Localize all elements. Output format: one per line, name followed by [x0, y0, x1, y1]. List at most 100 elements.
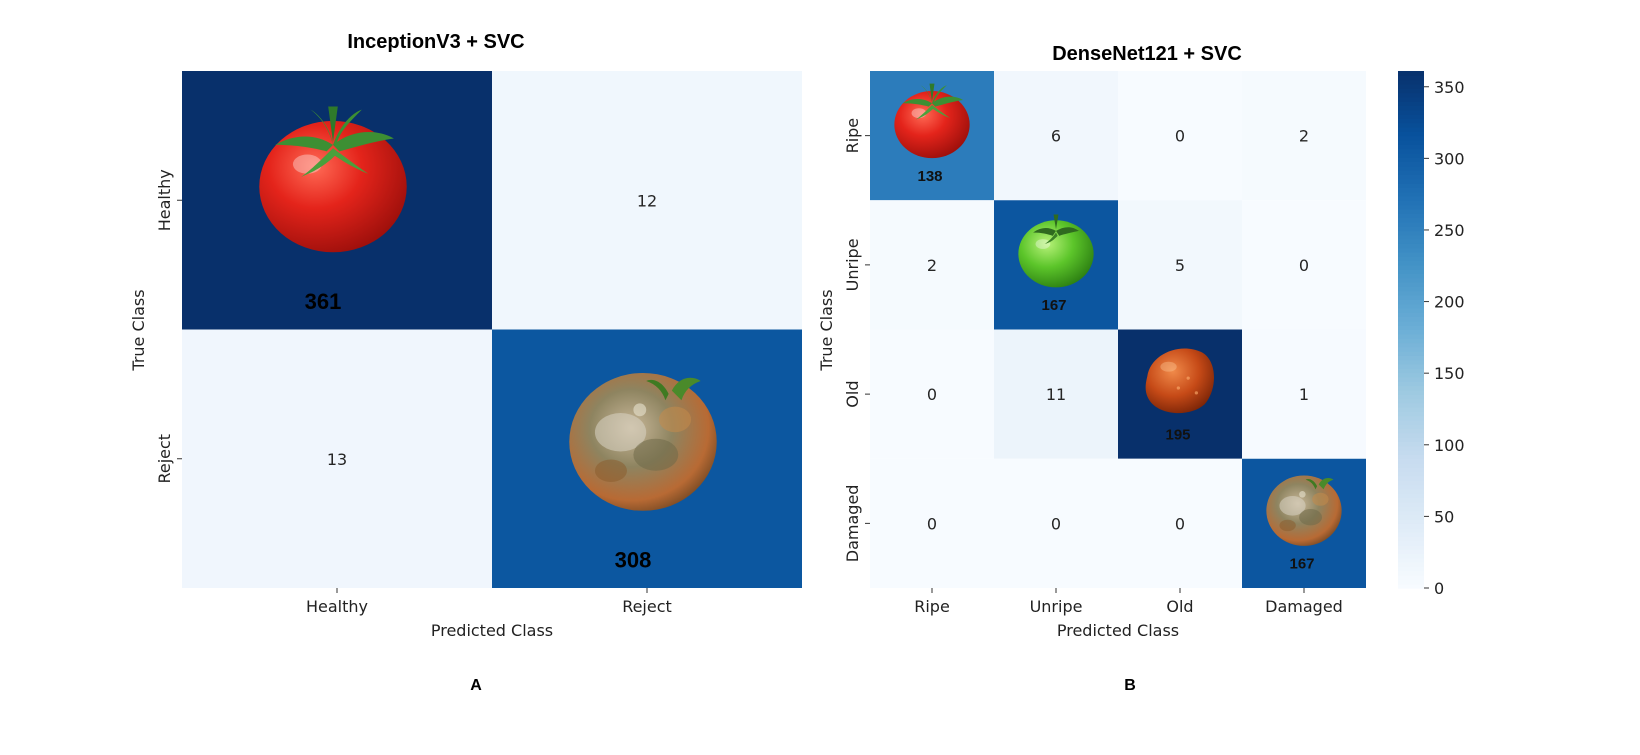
colorbar-segment	[1398, 226, 1424, 232]
colorbar-segment	[1398, 221, 1424, 227]
colorbar-segment	[1398, 359, 1424, 365]
panel-b-x-axis-label: Predicted Class	[1057, 621, 1179, 640]
colorbar-segment	[1398, 273, 1424, 279]
colorbar-segment	[1398, 389, 1424, 395]
colorbar-segment	[1398, 566, 1424, 572]
colorbar-segment	[1398, 488, 1424, 494]
y-tick-label: Old	[843, 381, 862, 408]
panel-b-y-axis-label: True Class	[817, 289, 836, 371]
colorbar-segment	[1398, 398, 1424, 404]
x-tick-label: Damaged	[1265, 597, 1343, 616]
colorbar-segment	[1398, 570, 1424, 576]
colorbar-segment	[1398, 562, 1424, 568]
colorbar-segment	[1398, 269, 1424, 275]
panel-a-heatmap: 361 12 13 308	[182, 71, 802, 588]
cell-value: 11	[1046, 385, 1066, 404]
panel-a: InceptionV3 + SVC 361 12 13 308 Healthy Reje…	[129, 31, 802, 694]
colorbar-segment	[1398, 342, 1424, 348]
heatmap-cell	[1242, 200, 1366, 330]
panel-a-letter: A	[470, 677, 482, 694]
colorbar-segment	[1398, 165, 1424, 171]
colorbar-segment	[1398, 333, 1424, 339]
cell-value: 13	[327, 450, 347, 469]
colorbar-segment	[1398, 419, 1424, 425]
colorbar-segment	[1398, 183, 1424, 188]
colorbar-segment	[1398, 437, 1424, 443]
cell-value: 195	[1165, 426, 1190, 443]
colorbar-segment	[1398, 523, 1424, 529]
colorbar-segment	[1398, 557, 1424, 563]
x-tick-label: Old	[1166, 597, 1193, 616]
colorbar-segment	[1398, 540, 1424, 546]
cell-value: 0	[1175, 127, 1185, 146]
colorbar-segment	[1398, 75, 1424, 81]
colorbar-segment	[1398, 445, 1424, 451]
colorbar-segment	[1398, 454, 1424, 460]
colorbar-segment	[1398, 251, 1424, 257]
colorbar-tick-label: 300	[1434, 149, 1465, 168]
x-tick-label: Ripe	[914, 597, 950, 616]
colorbar-segment	[1398, 187, 1424, 193]
colorbar-segment	[1398, 351, 1424, 356]
cell-value: 6	[1051, 127, 1061, 146]
colorbar-tick-label: 250	[1434, 221, 1465, 240]
panel-a-title: InceptionV3 + SVC	[347, 31, 524, 53]
colorbar-segment	[1398, 316, 1424, 322]
colorbar-segment	[1398, 519, 1424, 524]
x-tick-label: Healthy	[306, 597, 368, 616]
colorbar-tick-label: 50	[1434, 507, 1454, 526]
colorbar-segment	[1398, 178, 1424, 184]
colorbar-segment	[1398, 381, 1424, 387]
cell-value: 2	[1299, 127, 1309, 146]
heatmap-cell	[994, 329, 1118, 459]
colorbar-segment	[1398, 497, 1424, 503]
colorbar-segment	[1398, 105, 1424, 111]
colorbar-tick-label: 0	[1434, 579, 1444, 598]
colorbar-segment	[1398, 204, 1424, 210]
heatmap-cell	[492, 71, 802, 330]
colorbar-segment	[1398, 109, 1424, 115]
heatmap-cell	[994, 71, 1118, 201]
colorbar-segment	[1398, 583, 1424, 589]
x-tick-label: Unripe	[1030, 597, 1083, 616]
y-tick-label: Ripe	[843, 118, 862, 154]
colorbar-segment	[1398, 329, 1424, 335]
colorbar-segment	[1398, 131, 1424, 137]
colorbar-segment	[1398, 88, 1424, 94]
colorbar-tick-label: 200	[1434, 293, 1465, 312]
colorbar-segment	[1398, 79, 1424, 85]
colorbar-segment	[1398, 475, 1424, 481]
colorbar-segment	[1398, 363, 1424, 369]
colorbar-segment	[1398, 484, 1424, 490]
colorbar-segment	[1398, 544, 1424, 550]
colorbar-segment	[1398, 208, 1424, 214]
colorbar-segment	[1398, 467, 1424, 473]
tomato-rotten-icon	[569, 372, 717, 511]
colorbar-segment	[1398, 575, 1424, 580]
colorbar-segment	[1398, 385, 1424, 391]
panel-b-letter: B	[1124, 677, 1136, 694]
colorbar-segment	[1398, 152, 1424, 158]
cell-value: 0	[927, 514, 937, 533]
colorbar-segment	[1398, 402, 1424, 408]
colorbar-segment	[1398, 527, 1424, 533]
colorbar-segment	[1398, 101, 1424, 107]
colorbar-segment	[1398, 579, 1424, 585]
heatmap-cell	[1118, 200, 1242, 330]
colorbar-segment	[1398, 372, 1424, 378]
colorbar-segment	[1398, 135, 1424, 141]
colorbar-segment	[1398, 303, 1424, 309]
cell-value: 0	[1299, 256, 1309, 275]
colorbar-tick-label: 150	[1434, 364, 1465, 383]
colorbar-segment	[1398, 338, 1424, 344]
colorbar-segment	[1398, 295, 1424, 300]
colorbar-segment	[1398, 277, 1424, 283]
colorbar-segment	[1398, 376, 1424, 382]
colorbar-segment	[1398, 234, 1424, 240]
cell-value: 1	[1299, 385, 1309, 404]
colorbar-segment	[1398, 355, 1424, 361]
colorbar-segment	[1398, 230, 1424, 236]
heatmap-cell	[1118, 458, 1242, 588]
